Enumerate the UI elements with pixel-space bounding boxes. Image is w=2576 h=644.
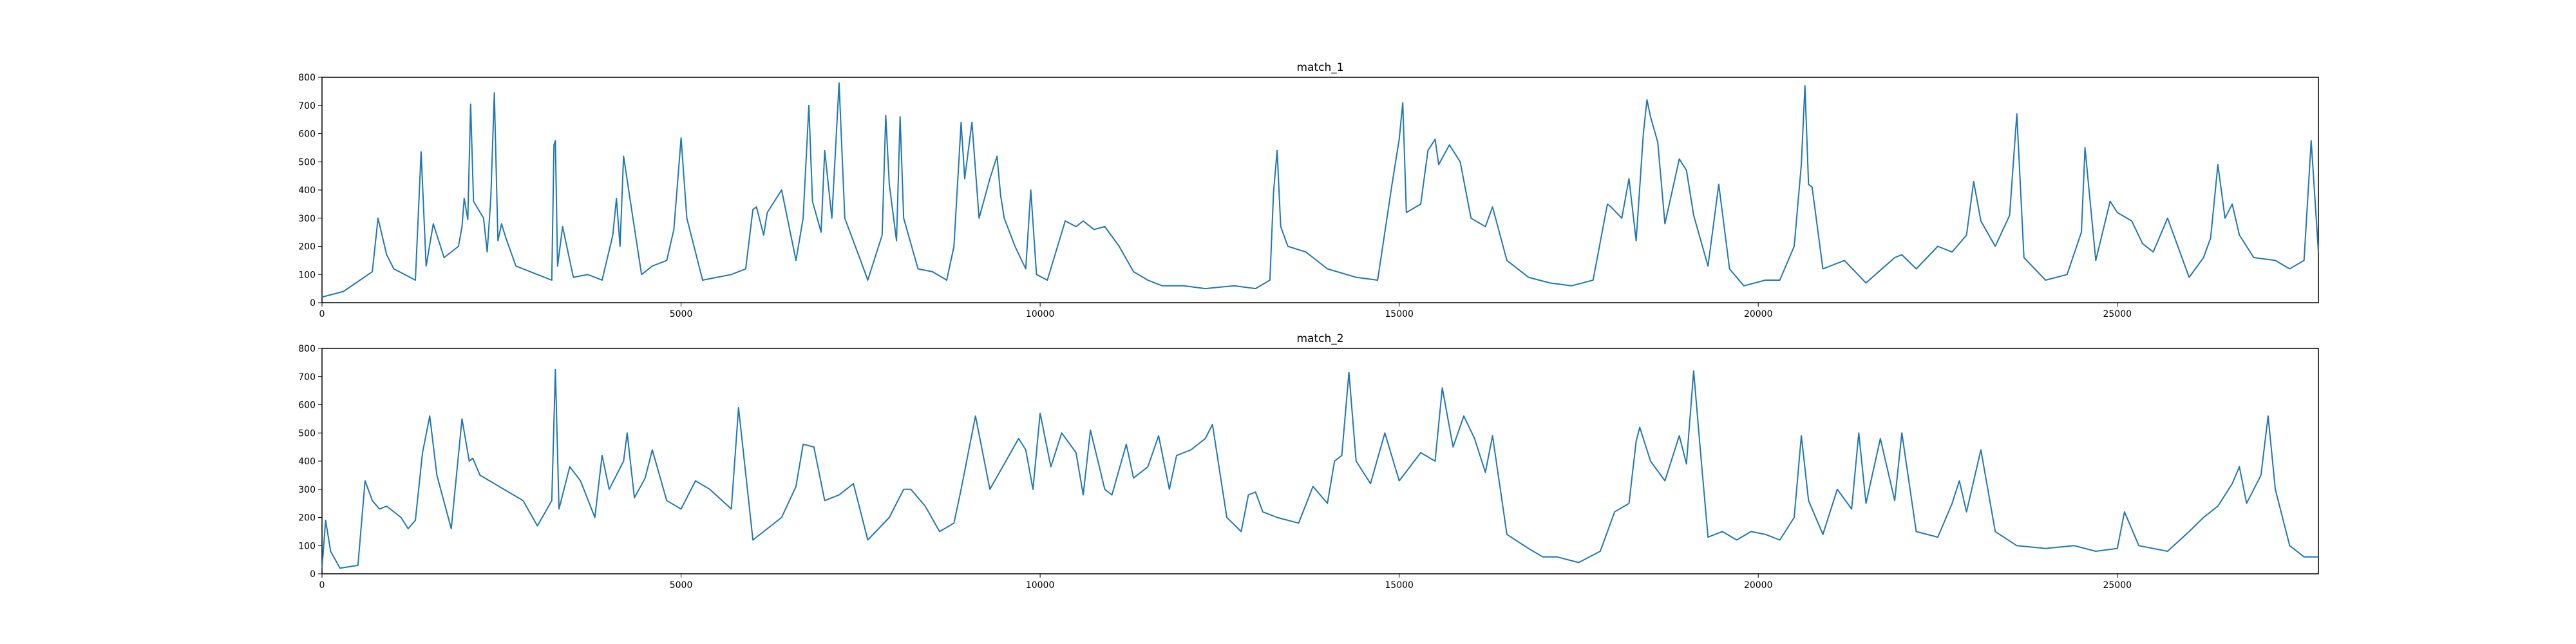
y-tick-label: 200	[298, 242, 316, 252]
y-tick-label: 200	[298, 513, 316, 524]
x-tick-label: 15000	[1385, 309, 1414, 319]
y-tick-label: 600	[298, 401, 316, 411]
x-tick-label: 5000	[670, 580, 693, 591]
x-ticks-match-2: 0 5000 10000 15000 20000 25000	[319, 574, 2132, 591]
x-tick-label: 10000	[1026, 580, 1055, 591]
subplot-match-2: match_2 0 100 200 300 400 500 600 700 800 0 5000 1…	[298, 332, 2319, 591]
x-tick-label: 25000	[2103, 309, 2132, 319]
x-tick-label: 5000	[670, 309, 693, 319]
y-tick-label: 0	[310, 298, 316, 308]
x-tick-label: 0	[319, 580, 325, 591]
y-tick-label: 500	[298, 428, 316, 439]
y-ticks-match-2: 0 100 200 300 400 500 600 700 800	[298, 344, 322, 580]
y-tick-label: 300	[298, 485, 316, 495]
subplot-match-1: match_1 0 100 200 300 400 500 600 700 800 0 5000 1…	[298, 61, 2319, 319]
y-tick-label: 800	[298, 344, 316, 354]
y-tick-label: 800	[298, 73, 316, 83]
y-tick-label: 100	[298, 270, 316, 280]
series-line	[321, 82, 2319, 298]
y-tick-label: 0	[310, 569, 316, 580]
x-tick-label: 25000	[2103, 580, 2132, 591]
y-tick-label: 300	[298, 214, 316, 224]
axes-frame-match-1	[321, 77, 2319, 303]
x-tick-label: 20000	[1744, 309, 1773, 319]
y-tick-label: 500	[298, 157, 316, 167]
series-match-1	[321, 82, 2319, 298]
x-tick-label: 15000	[1385, 580, 1414, 591]
x-tick-label: 10000	[1026, 309, 1055, 319]
y-ticks-match-1: 0 100 200 300 400 500 600 700 800	[298, 73, 322, 308]
chart-title-match-2: match_2	[1296, 332, 1343, 345]
x-ticks-match-1: 0 5000 10000 15000 20000 25000	[319, 303, 2132, 319]
chart-title-match-1: match_1	[1296, 61, 1343, 74]
series-match-2	[321, 368, 2318, 569]
axes-frame-match-2	[321, 348, 2319, 574]
y-tick-label: 600	[298, 129, 316, 140]
y-tick-label: 700	[298, 372, 316, 383]
series-line	[321, 368, 2318, 569]
x-tick-label: 20000	[1744, 580, 1773, 591]
y-tick-label: 400	[298, 457, 316, 467]
y-tick-label: 400	[298, 185, 316, 196]
y-tick-label: 100	[298, 541, 316, 551]
y-tick-label: 700	[298, 101, 316, 111]
x-tick-label: 0	[319, 309, 325, 319]
